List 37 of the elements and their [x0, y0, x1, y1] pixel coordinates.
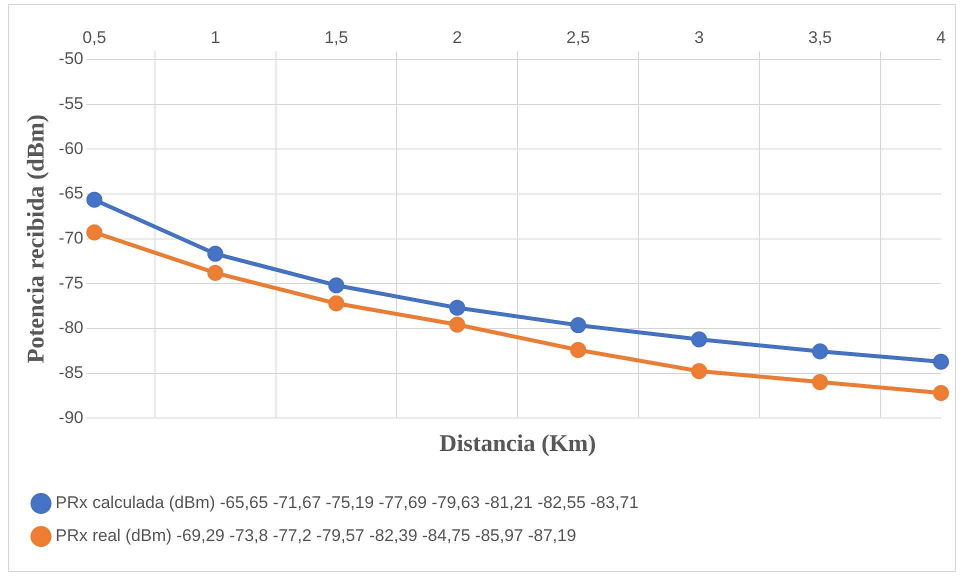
point — [86, 224, 102, 240]
x-tick-label: 1 — [210, 28, 220, 47]
x-tick-label: 3 — [694, 28, 704, 47]
y-tick-label: -90 — [58, 408, 84, 427]
point — [570, 317, 586, 334]
y-tick-label: -75 — [58, 273, 84, 292]
y-tick-label: -65 — [58, 184, 84, 203]
y-tick-label: -60 — [58, 138, 84, 158]
x-tick-label: 3,5 — [808, 28, 832, 47]
point — [691, 331, 708, 348]
legend-label: PRx calculada (dBm) -65,65 -71,67 -75,19 -77,69 -79,63 -81,21 -82,55 -83,71 — [56, 493, 639, 512]
x-tick-label: 1,5 — [324, 28, 348, 47]
y-tick-label: -85 — [58, 363, 84, 382]
legend-label: PRx real (dBm) -69,29 -73,8 -77,2 -79,57 -82,39 -84,75 -85,97 -87,19 — [56, 526, 576, 546]
point — [449, 300, 466, 316]
y-tick-label: -70 — [58, 228, 84, 248]
x-tick-label: 2 — [452, 28, 462, 47]
point — [328, 277, 344, 294]
y-tick-label: -50 — [58, 49, 84, 68]
point — [207, 246, 224, 262]
point — [812, 343, 828, 360]
point — [86, 192, 102, 208]
y-tick-label: -80 — [58, 318, 84, 338]
x-tick-label: 2,5 — [566, 28, 590, 47]
y-axis-title: Potencia recibida (dBm) — [24, 114, 50, 364]
x-tick-label: 0,5 — [82, 28, 106, 47]
point — [328, 295, 344, 312]
point — [933, 354, 949, 370]
point — [449, 316, 466, 333]
point — [207, 264, 224, 281]
x-axis-title: Distancia (Km) — [439, 430, 596, 457]
point — [691, 363, 708, 380]
y-tick-label: -55 — [58, 94, 84, 113]
x-tick-label: 4 — [936, 28, 946, 47]
point — [570, 342, 586, 358]
point — [933, 384, 949, 401]
point — [812, 374, 828, 390]
